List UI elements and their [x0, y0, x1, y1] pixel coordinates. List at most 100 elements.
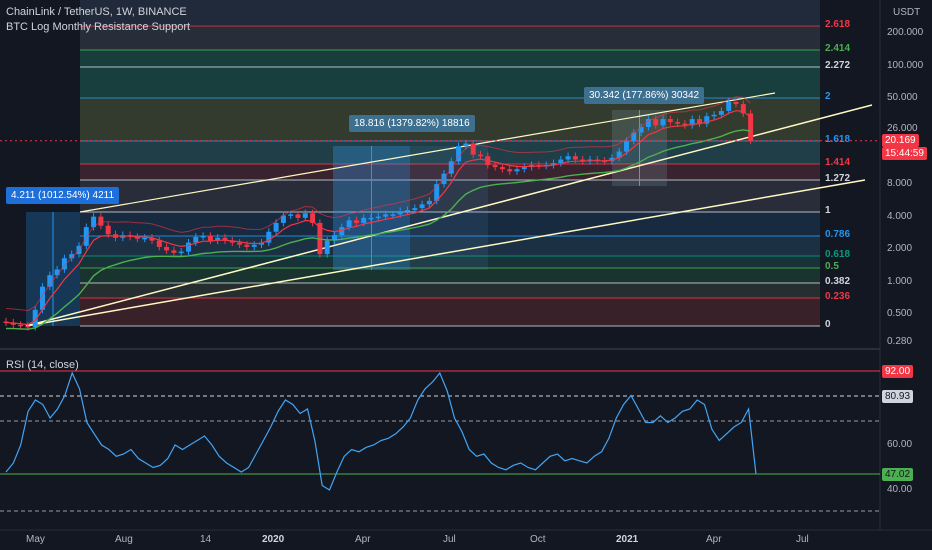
candle-body — [47, 275, 53, 287]
candle-body — [499, 167, 505, 170]
candle-body — [726, 101, 732, 111]
candle-body — [134, 236, 140, 239]
price-tick-label: 8.000 — [887, 178, 913, 190]
candle-body — [463, 143, 469, 147]
candle-body — [142, 237, 148, 240]
candle-body — [302, 213, 308, 218]
candle-body — [332, 235, 337, 241]
candle-body — [229, 240, 235, 243]
candle-body — [353, 220, 359, 223]
price-tick-label: 100.000 — [887, 59, 924, 71]
candle-body — [478, 154, 483, 157]
candle-body — [558, 159, 564, 164]
rsi-upper-badge: 92.00 — [882, 365, 914, 378]
candle-body — [667, 119, 673, 123]
candle-body — [54, 269, 60, 276]
fib-band — [80, 256, 820, 268]
fib-level-label: 0.618 — [825, 249, 851, 260]
candle-body — [616, 151, 622, 158]
candle-body — [288, 214, 294, 216]
rsi-pane — [0, 350, 880, 530]
candle-body — [266, 231, 272, 243]
fib-level-label: 0.786 — [825, 229, 851, 240]
candle-body — [521, 167, 527, 170]
time-tick-label: Jul — [443, 534, 456, 545]
candle-body — [375, 216, 381, 219]
candle-body — [207, 235, 213, 241]
time-tick-label: 2020 — [262, 534, 285, 545]
candle-body — [675, 122, 681, 124]
candle-body — [383, 214, 389, 217]
candle-body — [18, 324, 24, 327]
candle-body — [733, 101, 739, 105]
measure-label: 18.816 (1379.82%) 18816 — [349, 115, 475, 132]
candle-body — [215, 237, 221, 241]
fib-band — [80, 67, 820, 98]
chart-title: ChainLink / TetherUS, 1W, BINANCE — [6, 6, 187, 18]
measure-label: 30.342 (177.86%) 30342 — [584, 87, 705, 104]
indicator-name: BTC Log Monthly Resistance Support — [6, 21, 191, 33]
candle-body — [98, 216, 104, 226]
candle-body — [551, 163, 556, 166]
candle-body — [25, 325, 31, 328]
candle-body — [397, 211, 403, 215]
fib-level-label: 1.414 — [825, 157, 851, 168]
countdown-badge: 15:44:59 — [882, 146, 927, 160]
candle-body — [237, 242, 243, 245]
fib-level-label: 2 — [825, 91, 831, 102]
candle-body — [711, 114, 717, 117]
candle-body — [193, 236, 199, 243]
price-tick-label: 26.000 — [887, 122, 918, 134]
last-price-badge: 20.169 — [882, 133, 919, 147]
candle-body — [653, 119, 659, 126]
candle-body — [412, 208, 418, 211]
candle-body — [492, 165, 498, 168]
rsi-current-badge: 47.02 — [882, 468, 914, 481]
price-tick-label: 50.000 — [887, 92, 918, 104]
candle-body — [718, 110, 724, 115]
candle-body — [565, 156, 571, 160]
fib-level-label: 0 — [825, 319, 831, 330]
fib-level-label: 1.272 — [825, 173, 851, 184]
fib-level-label: 1.618 — [825, 134, 851, 145]
fib-top-zone — [80, 0, 820, 26]
fib-band — [80, 268, 820, 283]
candle-body — [339, 227, 345, 236]
candle-body — [638, 127, 644, 133]
candle-body — [91, 216, 97, 228]
fib-band — [80, 50, 820, 67]
trend-line-upper — [25, 104, 873, 327]
candle-body — [697, 119, 702, 124]
fib-level-label: 2.272 — [825, 60, 851, 71]
fib-band — [80, 283, 820, 298]
candle-body — [156, 240, 162, 247]
candle-body — [580, 159, 586, 162]
candle-body — [624, 141, 629, 152]
candle-body — [273, 222, 279, 232]
time-tick-label: Apr — [355, 534, 371, 545]
fib-band — [80, 180, 820, 212]
candle-body — [280, 215, 286, 223]
fib-level-label: 0.382 — [825, 276, 851, 287]
fib-level-label: 0.5 — [825, 261, 839, 272]
candle-body — [434, 184, 440, 201]
price-tick-label: 0.280 — [887, 335, 913, 347]
price-tick-label: 2.000 — [887, 243, 913, 255]
candle-body — [704, 116, 710, 124]
candle-body — [222, 237, 228, 241]
candle-body — [645, 119, 651, 128]
ema-line-red-upper — [5, 96, 751, 312]
candle-body — [448, 161, 454, 174]
candle-body — [324, 240, 330, 255]
candle-body — [69, 254, 75, 259]
candle-body — [251, 244, 257, 247]
time-tick-label: 14 — [200, 534, 212, 545]
candle-body — [171, 250, 177, 253]
price-tick-label: 1.000 — [887, 275, 913, 287]
candle-body — [514, 169, 520, 172]
candle-body — [689, 119, 695, 126]
price-tick-label: 4.000 — [887, 210, 913, 222]
candle-body — [3, 321, 9, 324]
rsi-tick-label: 40.00 — [887, 484, 913, 495]
